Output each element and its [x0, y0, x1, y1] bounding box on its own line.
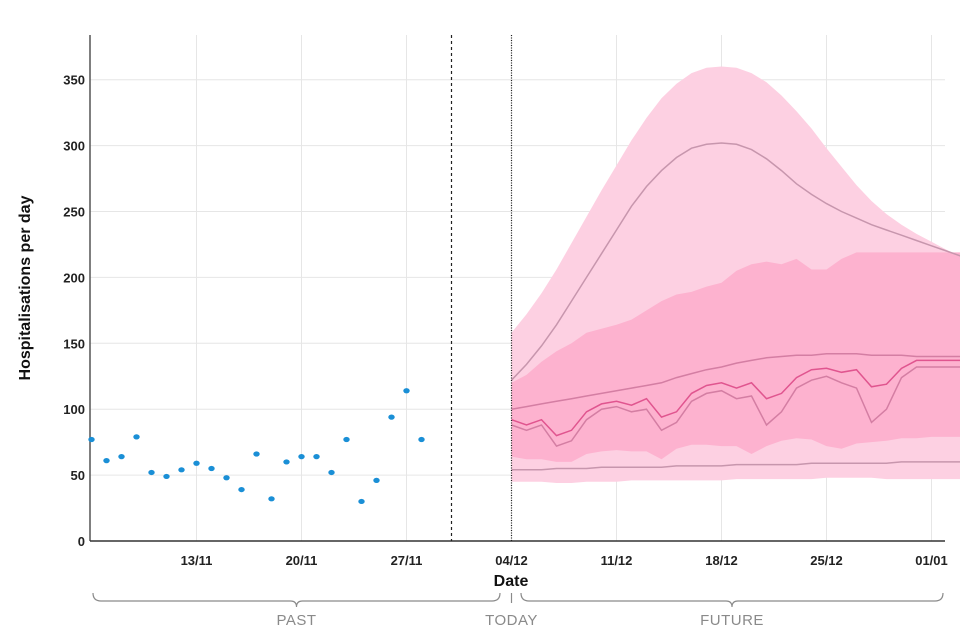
x-tick-label: 01/01	[915, 553, 948, 568]
past-bracket	[92, 592, 501, 608]
y-tick-label: 100	[63, 402, 85, 417]
observed-point	[163, 473, 170, 480]
x-tick-label: 25/12	[810, 553, 843, 568]
observed-point	[313, 454, 320, 460]
observed-point	[298, 454, 305, 460]
y-tick-label: 0	[78, 534, 85, 549]
forecast-line	[510, 142, 960, 381]
observed-point	[283, 459, 290, 465]
observed-point	[238, 486, 245, 493]
forecast-line	[511, 353, 960, 410]
y-tick-label: 350	[63, 73, 85, 88]
observed-point	[328, 469, 335, 476]
observed-point	[223, 475, 230, 481]
observed-point	[418, 436, 425, 443]
observed-point	[133, 434, 140, 440]
observed-point	[388, 414, 395, 420]
x-tick-label: 18/12	[705, 553, 738, 568]
observed-point	[268, 496, 275, 502]
observed-point	[193, 460, 200, 466]
x-tick-labels: 13/11 20/11 27/11 04/12 11/12 18/12 25/12 01/01	[181, 553, 948, 568]
observed-point	[343, 436, 350, 443]
period-label: FUTURE	[700, 612, 764, 629]
forecast-line	[511, 461, 960, 471]
x-tick-label: 13/11	[181, 553, 213, 568]
x-tick-label: 20/11	[286, 553, 318, 568]
y-tick-label: 250	[63, 205, 85, 220]
observed-point	[403, 388, 410, 394]
observed-points	[88, 388, 425, 505]
y-tick-labels: 0 50 100 150 200 250 300 350	[63, 73, 85, 549]
y-tick-label: 300	[63, 139, 85, 154]
y-tick-label: 150	[63, 336, 85, 351]
observed-point	[88, 436, 95, 443]
forecast-series	[510, 142, 960, 471]
period-label: TODAY	[485, 612, 538, 629]
y-axis-title: Hospitalisations per day	[17, 195, 34, 380]
observed-point	[118, 454, 125, 460]
future-bracket	[520, 592, 944, 608]
x-tick-label: 04/12	[495, 553, 528, 568]
period-label: PAST	[276, 612, 316, 629]
observed-point	[208, 465, 215, 472]
x-axis-title: Date	[494, 573, 529, 590]
observed-point	[103, 458, 110, 464]
x-tick-label: 27/11	[391, 553, 423, 568]
observed-point	[178, 467, 185, 473]
axes	[89, 35, 945, 542]
y-tick-label: 200	[63, 270, 85, 285]
y-tick-label: 50	[71, 468, 85, 483]
observed-point	[373, 477, 380, 483]
period-brackets: PAST TODAY FUTURE	[92, 592, 944, 629]
reference-lines	[450, 35, 513, 541]
forecast-line	[511, 366, 960, 447]
forecast-line	[511, 359, 960, 437]
x-tick-label: 11/12	[601, 553, 633, 568]
observed-point	[358, 498, 365, 505]
observed-point	[253, 451, 260, 457]
observed-point	[148, 469, 155, 476]
